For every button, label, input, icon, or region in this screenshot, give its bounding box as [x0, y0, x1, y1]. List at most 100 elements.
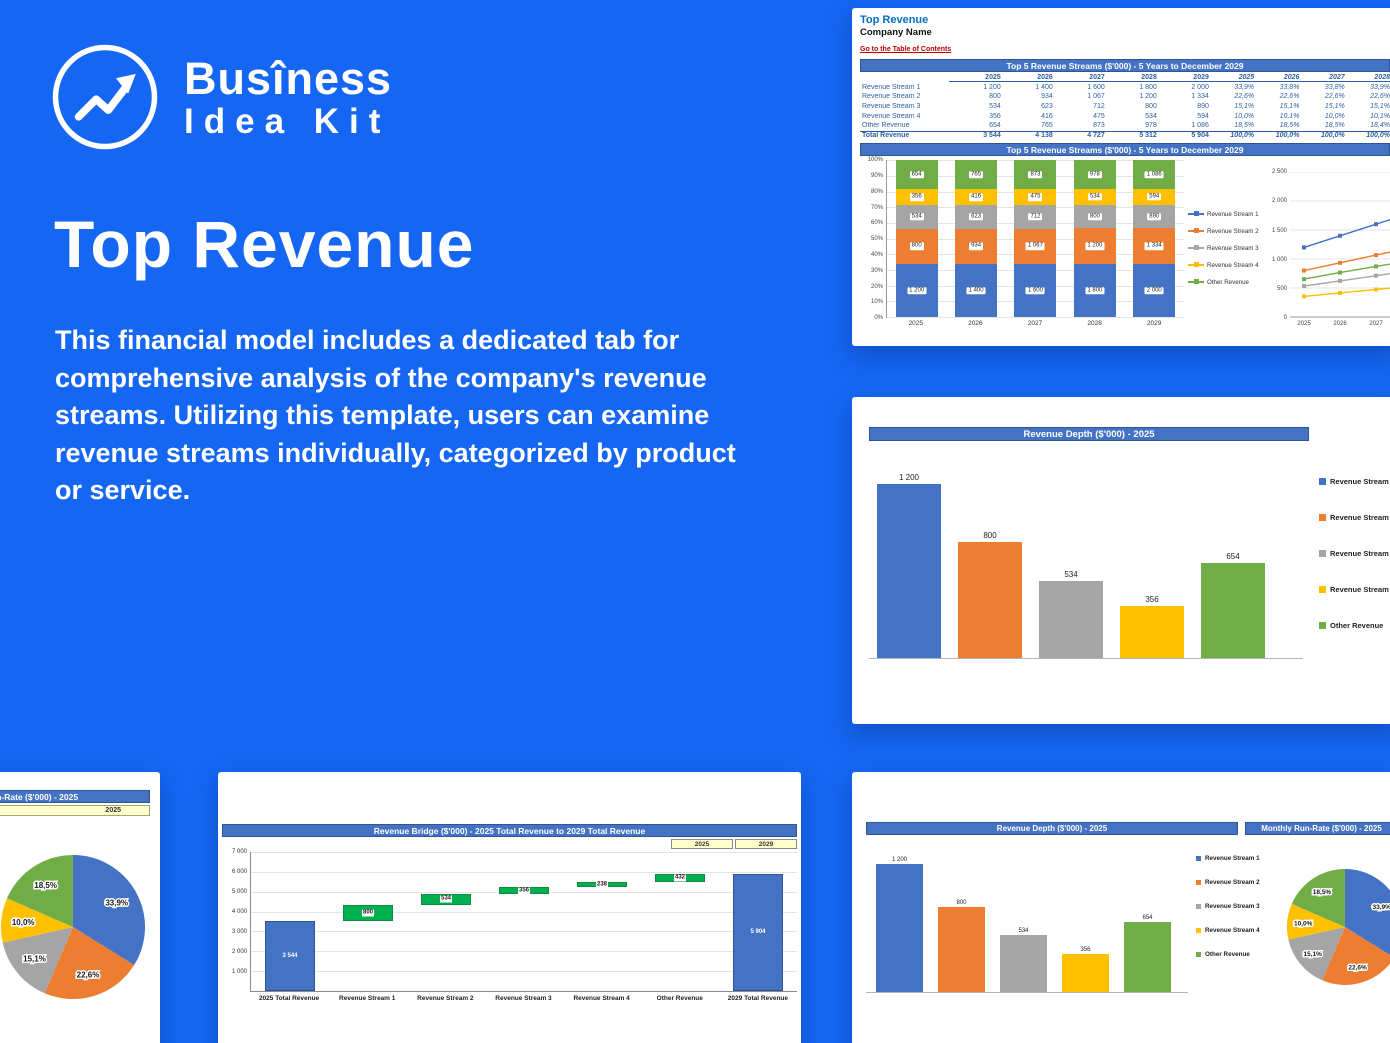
x-axis-label: Revenue Stream 2 — [417, 995, 474, 1002]
brand-logo-block: Busîness Idea Kit — [50, 42, 392, 152]
cell-share: 10,0% — [1234, 112, 1255, 120]
year-selector-start[interactable]: 2025 — [671, 839, 733, 849]
run-rate-pie-card: Monthly Run-Rate ($'000) - 2025 2025 33,… — [0, 772, 160, 1043]
legend-item: Revenue Stream 4 — [1196, 927, 1268, 934]
row-label: Other Revenue — [862, 122, 910, 130]
sheet-title: Top Revenue — [860, 14, 929, 26]
data-point-marker — [1302, 268, 1306, 273]
cell-share: 10,0% — [1324, 112, 1345, 120]
bar — [1120, 606, 1184, 658]
bar-value-label: 534 — [1087, 193, 1102, 201]
legend-label: Other Revenue — [1205, 951, 1250, 958]
y-tick-label: 7 000 — [231, 849, 247, 855]
row-label: Revenue Stream 2 — [862, 93, 921, 101]
pie-slice-label: 10,0% — [12, 918, 35, 927]
bar-column: 534 — [1039, 455, 1103, 658]
cell-value: 4 138 — [1035, 132, 1053, 140]
bars: 654 356 534 800 1 200 765 416 623 934 1 400 873 475… — [887, 160, 1184, 318]
row-label: Revenue Stream 3 — [862, 103, 921, 111]
legend-swatch — [1319, 586, 1326, 593]
bar-value-label: 534 — [439, 895, 453, 903]
bar-segment: 2 000 — [1133, 263, 1176, 318]
column-header: 2028 — [1344, 74, 1390, 82]
data-point-marker — [1338, 270, 1342, 275]
x-axis-label: Revenue Stream 4 — [573, 995, 630, 1002]
cell-share: 15,1% — [1234, 103, 1255, 111]
legend-swatch — [1196, 952, 1201, 957]
y-tick-label: 2 000 — [231, 949, 247, 955]
revenue-table: 2025 2026 2027 2028 2029 2025 2026 2027 2028 Reve… — [860, 73, 1390, 140]
stacked-bar: 978 534 800 1 200 1 800 — [1073, 160, 1116, 318]
bar-value-label: 534 — [909, 212, 924, 221]
legend-item: Revenue Stream 1 — [1188, 211, 1268, 218]
data-point-marker — [1338, 260, 1342, 265]
year-selectors: 2025 2029 — [222, 839, 797, 849]
legend-marker — [1188, 279, 1204, 285]
cell-value: 800 — [989, 93, 1001, 101]
bar-value-label: 475 — [1028, 193, 1043, 201]
bar-value-label: 1 400 — [966, 286, 986, 295]
y-tick-label: 4 000 — [231, 909, 247, 915]
legend-swatch — [1319, 514, 1326, 521]
column-header: 2027 — [1299, 74, 1345, 82]
waterfall-increase-bar: 534 — [421, 894, 471, 905]
cell-value: 1 334 — [1191, 93, 1209, 101]
legend-label: Revenue Stream 1 — [1207, 210, 1259, 218]
bar-value-label: 934 — [969, 242, 984, 251]
chart-legend: Revenue Stream 1 Revenue Stream 2 Revenue … — [1196, 855, 1268, 1005]
data-point-marker — [1302, 245, 1306, 250]
bar-value-label: 765 — [969, 170, 984, 179]
bar-segment: 1 600 — [1014, 263, 1057, 318]
waterfall-column: 432 — [641, 852, 719, 991]
cell-value: 873 — [1093, 122, 1105, 130]
bar-value-label: 654 — [1142, 915, 1153, 922]
gridline — [251, 971, 797, 973]
bar-chart: 1 200 800 534 356 654 — [869, 455, 1303, 659]
year-selector-end[interactable]: 2029 — [735, 839, 797, 849]
cell-share: 22,6% — [1234, 93, 1255, 101]
waterfall-column: 3 544 — [251, 852, 329, 991]
row-label: Revenue Stream 4 — [862, 112, 921, 120]
bar-column: 1 200 — [877, 455, 941, 658]
cell-share: 22,6% — [1324, 93, 1345, 101]
stacked-bar-chart: 654 356 534 800 1 200 765 416 623 934 1 400 873 475… — [886, 160, 1184, 336]
x-axis-label: 2028 — [1087, 320, 1102, 328]
year-selector[interactable]: 2025 — [0, 805, 150, 816]
bar-value-label: 1 067 — [1025, 242, 1045, 251]
bar-segment: 475 — [1014, 189, 1057, 205]
bar-value-label: 1 200 — [1085, 242, 1105, 250]
bar-value-label: 534 — [1064, 569, 1078, 579]
chart-title-bar: Revenue Bridge ($'000) - 2025 Total Reve… — [222, 824, 797, 837]
table-of-contents-link[interactable]: Go to the Table of Contents — [860, 46, 952, 53]
cell-value: 5 312 — [1139, 132, 1157, 140]
bar-segment: 356 — [895, 189, 938, 205]
waterfall-column: 534 — [407, 852, 485, 991]
table-title-bar: Top 5 Revenue Streams ($'000) - 5 Years … — [860, 59, 1390, 72]
cell-share: 33,9% — [1234, 83, 1255, 91]
legend-label: Other Revenue — [1207, 278, 1249, 286]
legend-item: Revenue Stream 4 — [1319, 585, 1390, 594]
y-tick-label: 6 000 — [231, 869, 247, 875]
legend-swatch — [1319, 478, 1326, 485]
gridline — [251, 852, 797, 853]
bar — [1000, 935, 1047, 992]
column-header: 2025 — [948, 74, 1001, 82]
bar-column: 654 — [1201, 455, 1265, 658]
brand-name-line1: Busîness — [184, 52, 393, 104]
cell-value: 623 — [1041, 103, 1053, 111]
bar-segment: 534 — [1073, 189, 1116, 205]
bar-value-label: 356 — [517, 887, 531, 895]
data-point-marker — [1374, 273, 1378, 278]
bar-segment: 873 — [1014, 160, 1057, 190]
cell-value: 712 — [1093, 103, 1105, 111]
cell-share: 100,0% — [1320, 132, 1345, 140]
cell-share: 15,1% — [1370, 103, 1390, 111]
y-axis: 100% 90% 80% 70% 60% 50% 40% 30% 20% 10% 0% — [860, 157, 886, 321]
gridline — [251, 871, 797, 873]
legend-item: Revenue Stream 4 — [1188, 262, 1268, 269]
bar-value-label: 800 — [361, 909, 375, 917]
bar-value-label: 800 — [909, 242, 924, 251]
